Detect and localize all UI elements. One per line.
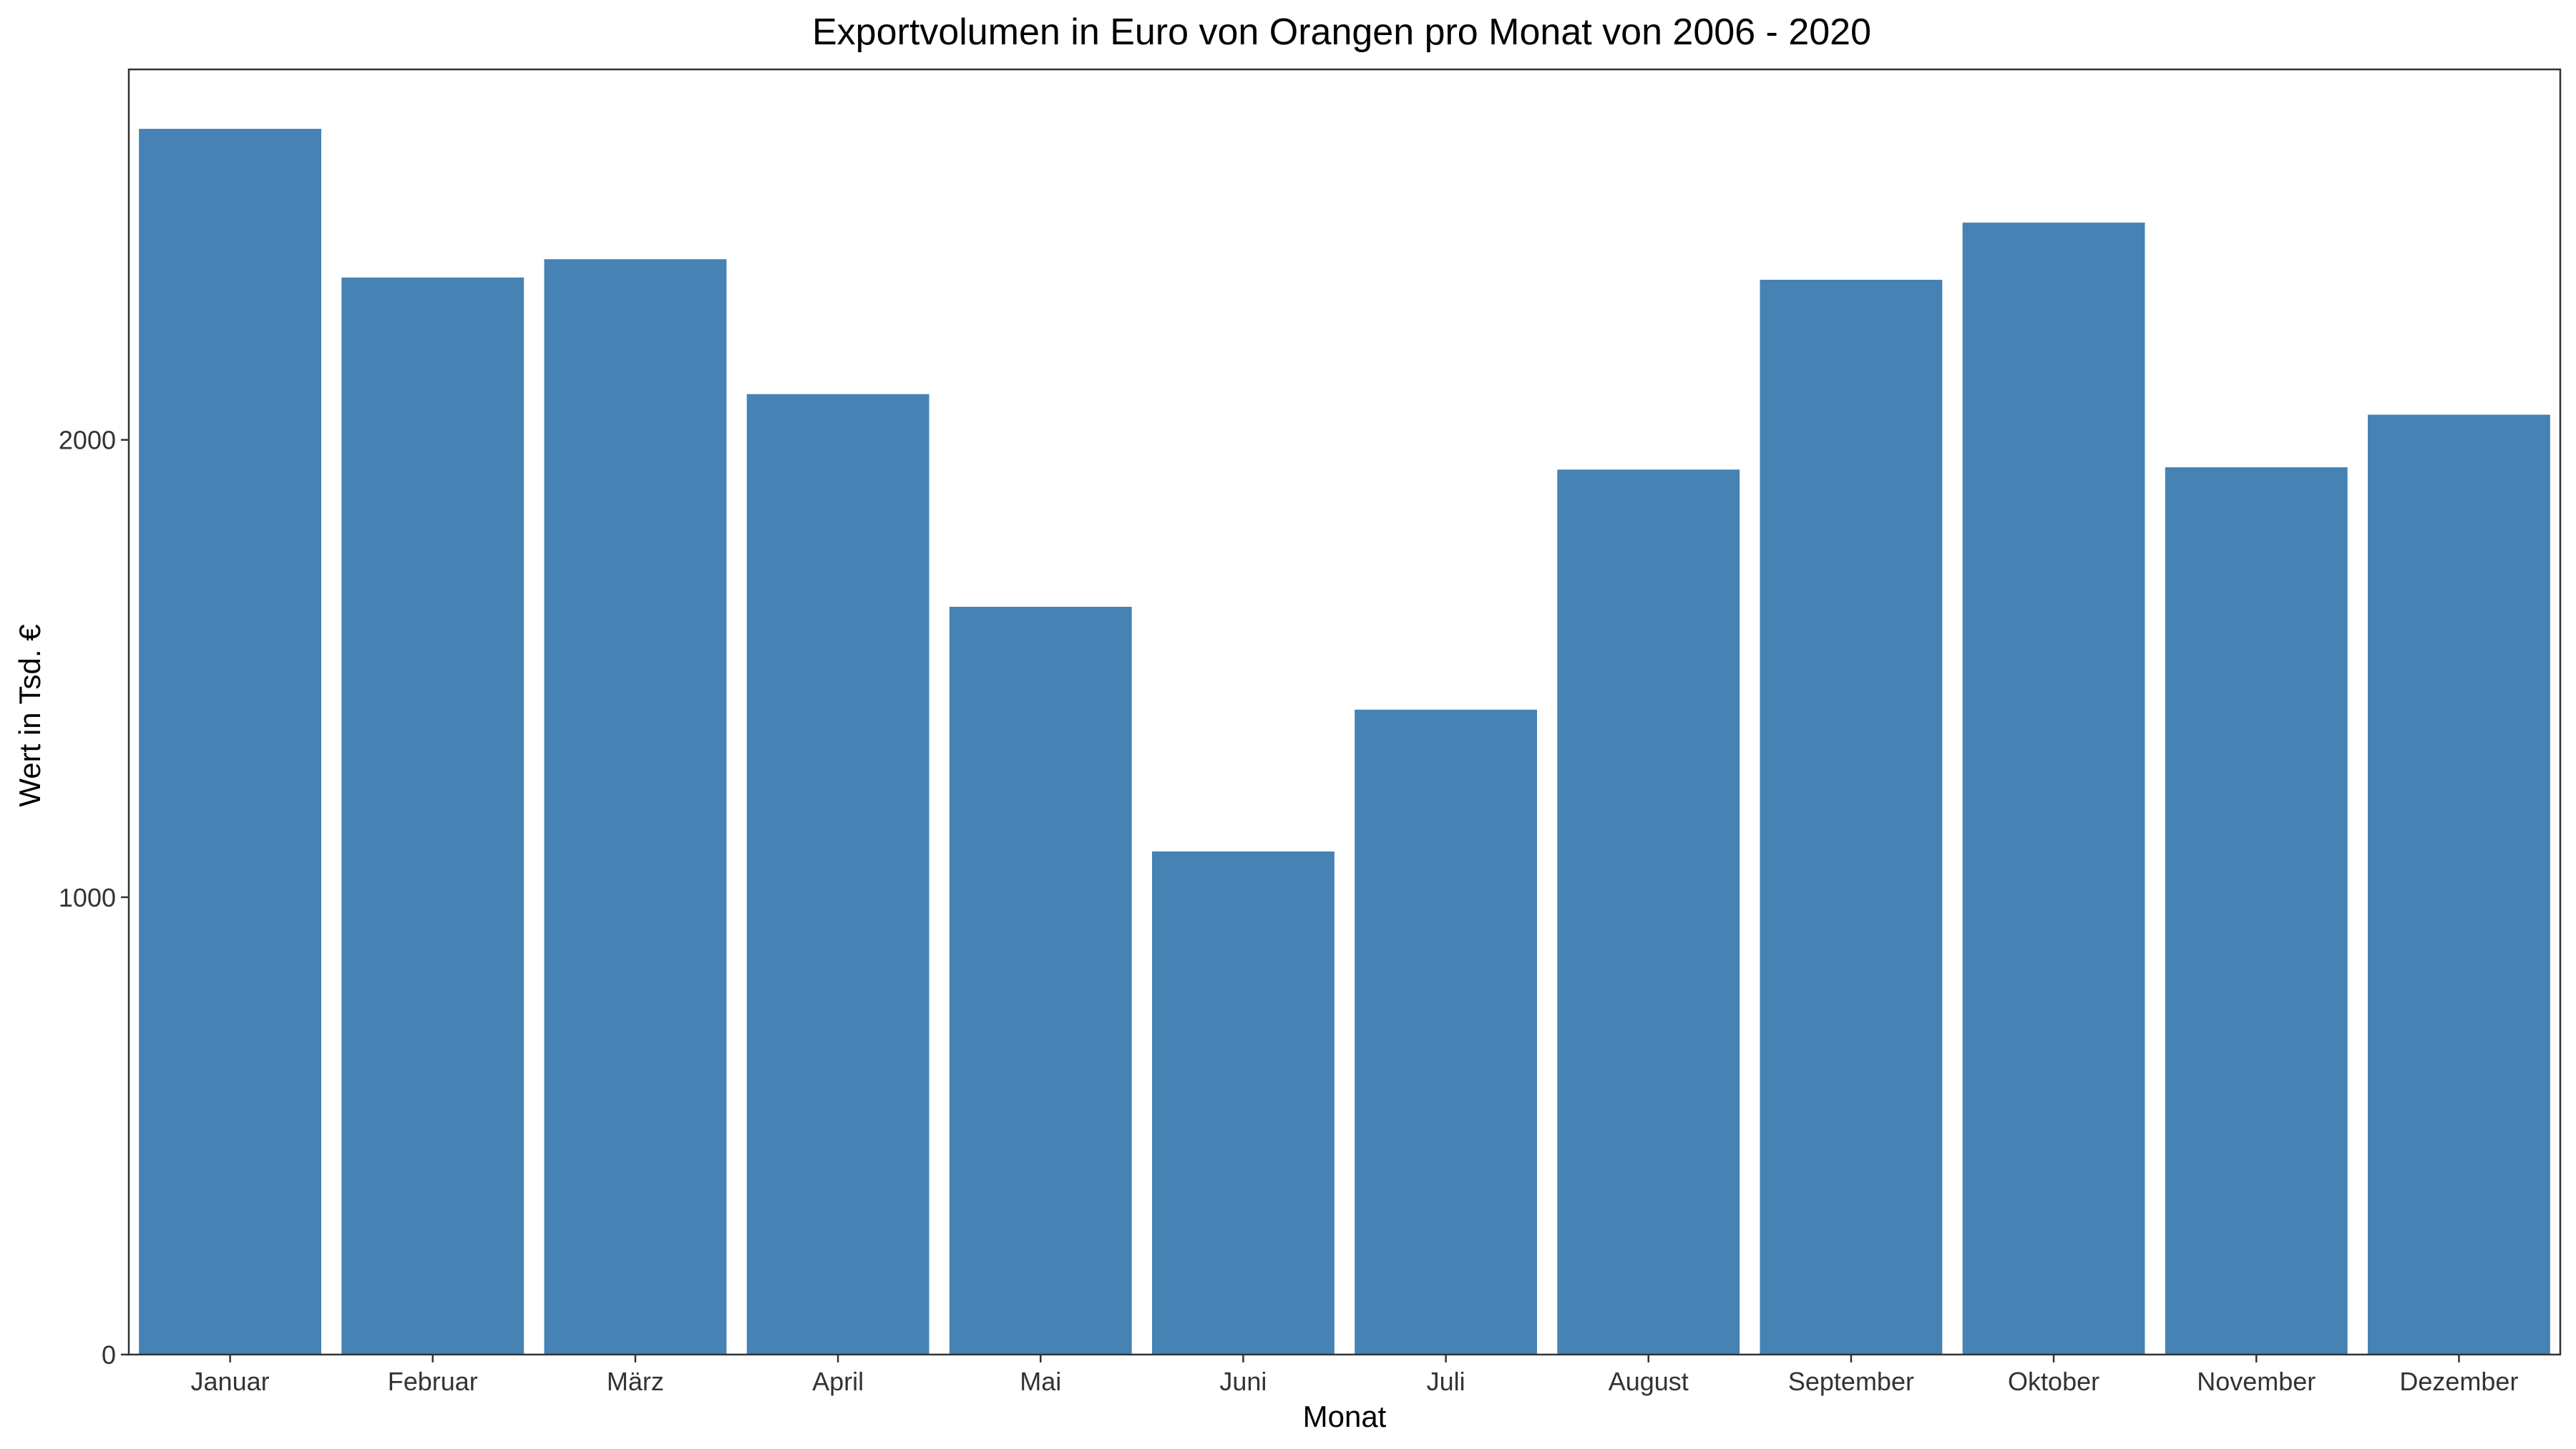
bar-juni xyxy=(1151,851,1335,1355)
x-tick-label: Juni xyxy=(1219,1367,1267,1396)
bars-group xyxy=(139,129,2550,1355)
bar-juli xyxy=(1355,709,1538,1355)
y-axis: 0 1000 2000 xyxy=(59,426,129,1370)
bar-august xyxy=(1557,469,1740,1355)
bar-februar xyxy=(341,277,525,1355)
bar-januar xyxy=(139,129,322,1355)
x-tick-label: August xyxy=(1609,1367,1689,1396)
x-axis-title: Monat xyxy=(1303,1400,1387,1433)
x-tick-label: Dezember xyxy=(2399,1367,2518,1396)
x-tick-label: März xyxy=(607,1367,664,1396)
plot-panel-border xyxy=(127,68,2562,1356)
x-axis: Januar Februar März April Mai Juni Juli August S… xyxy=(191,1355,2518,1396)
x-tick-label: November xyxy=(2197,1367,2316,1396)
x-tick-label: Februar xyxy=(388,1367,478,1396)
x-tick-label: Juli xyxy=(1427,1367,1465,1396)
bar-november xyxy=(2165,467,2348,1355)
y-tick-label: 1000 xyxy=(59,883,116,912)
x-tick-label: April xyxy=(812,1367,864,1396)
chart-title: Exportvolumen in Euro von Orangen pro Mo… xyxy=(812,11,1871,53)
bar-mai xyxy=(949,606,1132,1355)
y-tick-label: 0 xyxy=(102,1340,116,1370)
bar-april xyxy=(746,394,930,1355)
bar-oktober xyxy=(1962,223,2145,1355)
x-tick-label: September xyxy=(1788,1367,1914,1396)
y-axis-title: Wert in Tsd. € xyxy=(13,624,47,806)
bar-märz xyxy=(544,259,727,1355)
bar-september xyxy=(1760,280,1943,1355)
x-tick-label: Januar xyxy=(191,1367,270,1396)
y-tick-label: 2000 xyxy=(59,426,116,455)
bar-dezember xyxy=(2367,414,2550,1355)
x-tick-label: Oktober xyxy=(2008,1367,2099,1396)
x-tick-label: Mai xyxy=(1020,1367,1061,1396)
